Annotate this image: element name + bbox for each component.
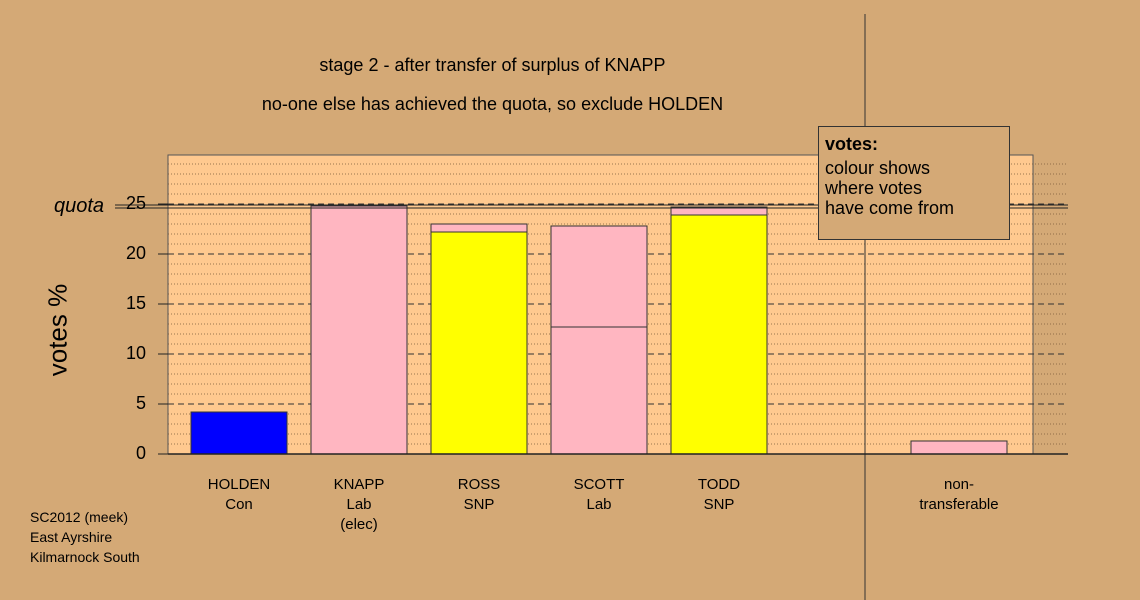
legend: votes: colour shows where votes have com… [818,126,1010,240]
category-label-line: TODD [697,476,741,493]
bar-segment [430,223,528,233]
category-label-line: HOLDEN [207,476,271,493]
bar-segment [670,214,768,455]
legend-title: votes: [825,134,879,154]
y-tick-label: 10 [125,343,146,363]
category-label-line: transferable [919,496,999,513]
bar-segment [550,225,648,328]
category-label-line: (elec) [340,516,378,533]
category-label: KNAPP Lab (elec) [304,475,414,535]
y-tick-label: 15 [125,293,146,313]
y-tick-label: 20 [125,243,146,263]
bar-segment [310,205,408,455]
y-tick-label: 0 [135,443,146,463]
bar-segment [670,206,768,216]
source-line-2: East Ayrshire [30,529,113,545]
category-label-line: SCOTT [573,476,625,493]
quota-label: quota [54,195,105,217]
category-label: TODD SNP [664,475,774,515]
category-label-line: ROSS [457,476,501,493]
source-line-1: SC2012 (meek) [30,509,129,525]
category-label-line: non- [943,476,975,493]
category-label-line: SNP [463,496,495,513]
category-label-line: KNAPP [333,476,385,493]
y-tick-label: 25 [125,193,146,213]
category-label: HOLDEN Con [184,475,294,515]
category-label-line: Con [225,496,253,513]
bar-segment [190,411,288,455]
category-label: non-transferable [904,475,1014,515]
legend-line-2: where votes [825,178,923,198]
category-label-line: Lab [586,496,612,513]
chart-title: stage 2 - after transfer of surplus of K… [319,55,666,75]
y-axis-label: votes % [42,283,73,377]
category-label-line: Lab [346,496,372,513]
legend-line-3: have come from [825,198,955,218]
chart-subtitle: no-one else has achieved the quota, so e… [261,94,724,114]
source-line-3: Kilmarnock South [30,549,140,565]
bar-segment [430,231,528,455]
bar-segment [550,326,648,455]
category-label-line: SNP [703,496,735,513]
category-label: ROSS SNP [424,475,534,515]
bar-segment [910,440,1008,455]
source-note: SC2012 (meek) East Ayrshire Kilmarnock S… [30,507,140,567]
legend-line-1: colour shows [825,158,931,178]
y-tick-label: 5 [135,393,146,413]
category-label: SCOTT Lab [544,475,654,515]
